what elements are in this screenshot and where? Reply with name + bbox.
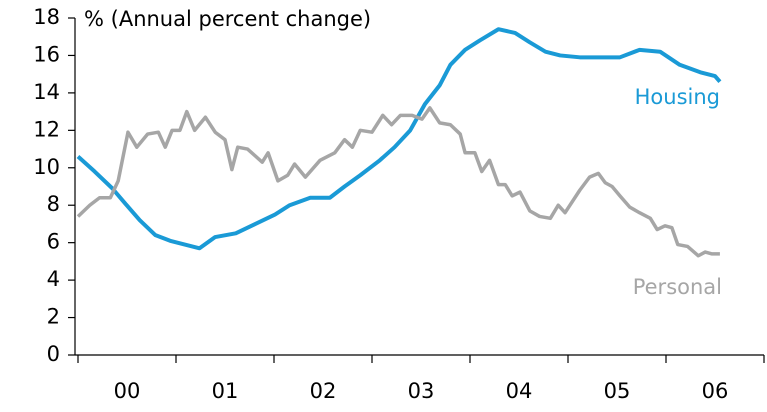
y-tick-label: 4 (47, 267, 60, 291)
y-tick-label: 12 (33, 117, 60, 141)
x-tick-label: 03 (408, 379, 435, 403)
y-axis-title: % (Annual percent change) (84, 7, 371, 31)
y-tick-label: 10 (33, 155, 60, 179)
series-line (76, 106, 720, 258)
x-tick-label: 04 (506, 379, 533, 403)
x-tick-label: 05 (604, 379, 631, 403)
series-label: Housing (635, 85, 720, 109)
series-label: Personal (633, 275, 722, 299)
y-tick-label: 16 (33, 42, 60, 66)
x-tick-label: 00 (114, 379, 141, 403)
y-tick-label: 0 (47, 342, 60, 366)
x-tick-label: 06 (702, 379, 729, 403)
y-tick-label: 18 (33, 5, 60, 29)
series-line (76, 27, 722, 251)
x-tick-label: 01 (212, 379, 239, 403)
x-tick-label: 02 (310, 379, 337, 403)
y-tick-label: 6 (47, 230, 60, 254)
y-tick-label: 2 (47, 305, 60, 329)
y-tick-label: 14 (33, 80, 60, 104)
y-tick-label: 8 (47, 192, 60, 216)
